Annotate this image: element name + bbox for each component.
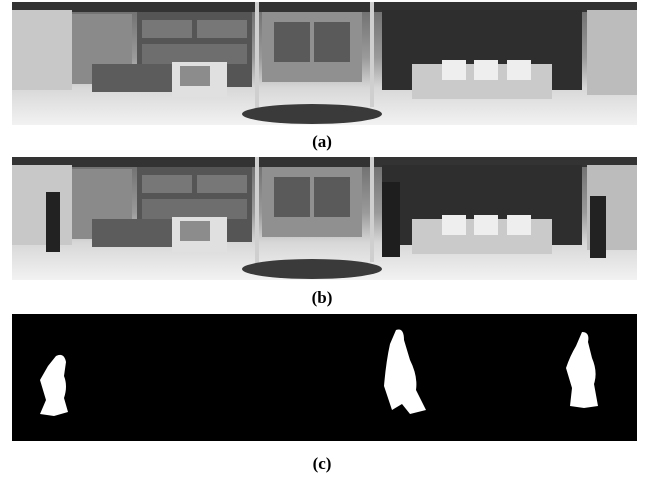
caption: (b) bbox=[312, 288, 333, 307]
caption: (a) bbox=[312, 132, 332, 151]
person bbox=[382, 182, 400, 257]
person bbox=[590, 196, 606, 258]
panorama-image bbox=[12, 157, 637, 280]
person bbox=[46, 192, 60, 252]
foreground-mask bbox=[12, 314, 637, 441]
figure: (a) (b) (c) bbox=[0, 0, 650, 478]
caption: (c) bbox=[313, 454, 332, 473]
panorama-image bbox=[12, 2, 637, 125]
page: {"figure": {"captions": ["(a)", "(b)", "… bbox=[0, 0, 650, 478]
